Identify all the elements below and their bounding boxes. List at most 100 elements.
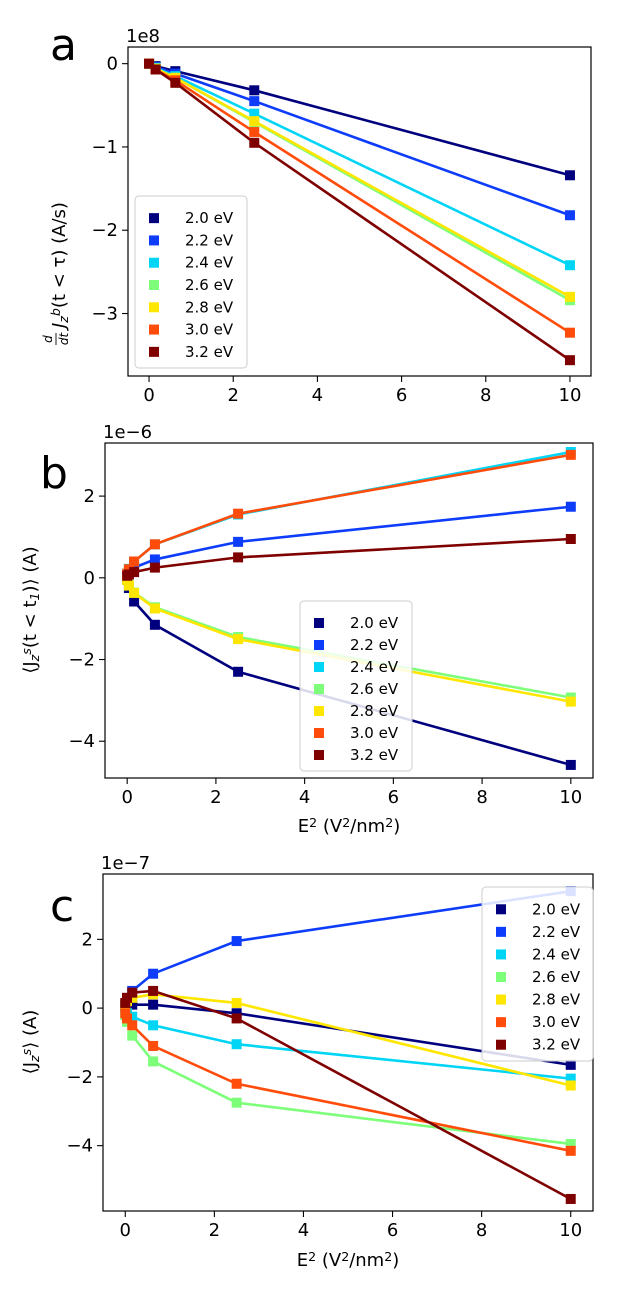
data-point (231, 1097, 242, 1108)
legend-marker (149, 257, 159, 268)
data-point (564, 170, 575, 181)
legend-marker (496, 994, 506, 1005)
data-point (148, 985, 159, 996)
data-point (565, 696, 576, 707)
series-3-0-eV (120, 1008, 576, 1156)
data-point (123, 580, 134, 591)
series-3-2-eV (144, 58, 575, 366)
data-point (233, 634, 244, 645)
y-tick-label: 0 (82, 998, 93, 1019)
data-point (170, 77, 181, 88)
legend-label: 3.2 eV (185, 343, 234, 361)
data-point (149, 562, 160, 573)
svg-text:d: d (41, 335, 55, 343)
x-tick-label: 6 (396, 385, 407, 406)
legend-marker (314, 640, 324, 650)
data-point (231, 1078, 242, 1089)
x-tick-label: 4 (298, 1220, 309, 1241)
data-point (127, 987, 138, 998)
panel-letter: a (50, 20, 77, 71)
exponent-label: 1e−7 (101, 853, 150, 874)
x-tick-label: 8 (476, 1220, 487, 1241)
svg-text:⟨Jzs⟩ (A): ⟨Jzs⟩ (A) (19, 1010, 42, 1075)
data-point (149, 539, 160, 550)
data-point (122, 1013, 133, 1024)
data-point (249, 96, 260, 107)
data-point (231, 997, 242, 1008)
x-tick-label: 6 (388, 787, 399, 808)
legend-marker (149, 280, 159, 290)
legend-label: 3.0 eV (185, 321, 234, 339)
series-3-2-eV (120, 985, 576, 1204)
data-point (233, 508, 244, 519)
legend-label: 3.2 eV (532, 1036, 581, 1054)
data-point (127, 1030, 138, 1041)
data-point (564, 260, 575, 271)
data-point (565, 1059, 576, 1070)
data-point (565, 1080, 576, 1091)
data-point (148, 968, 159, 979)
data-point (129, 567, 140, 578)
data-point (150, 64, 161, 75)
legend-label: 2.0 eV (350, 614, 399, 632)
legend-marker (496, 972, 506, 982)
legend-marker (149, 213, 159, 224)
legend-marker (496, 1017, 506, 1028)
svg-text:Jzb(t < τ) (A/s): Jzb(t < τ) (A/s) (48, 202, 71, 331)
y-axis-label: ⟨Jzs(t < t1)⟩ (A) (19, 546, 42, 673)
legend-label: 2.8 eV (532, 991, 581, 1009)
y-tick-label: −3 (91, 304, 118, 325)
x-axis-label: E2 (V2/nm2) (297, 1249, 400, 1271)
data-point (565, 759, 576, 770)
legend-label: 2.6 eV (532, 968, 581, 986)
y-tick-label: −2 (91, 220, 118, 241)
y-tick-label: −4 (66, 1136, 93, 1157)
legend-label: 2.4 eV (532, 945, 581, 963)
legend-marker (314, 618, 324, 628)
legend-label: 2.6 eV (350, 680, 399, 698)
x-tick-label: 4 (299, 787, 310, 808)
x-tick-label: 10 (559, 1220, 582, 1241)
series-line (126, 505, 571, 577)
x-tick-label: 8 (480, 385, 491, 406)
panel-letter: b (40, 448, 68, 499)
data-point (249, 116, 260, 127)
legend-label: 3.0 eV (532, 1013, 581, 1031)
legend-label: 3.2 eV (350, 746, 399, 764)
x-tick-label: 0 (120, 1220, 131, 1241)
data-point (233, 536, 244, 547)
legend-marker (149, 302, 159, 313)
x-tick-label: 0 (121, 787, 132, 808)
x-tick-label: 2 (210, 787, 221, 808)
data-point (149, 619, 160, 630)
data-point (127, 1020, 138, 1031)
panel-letter: c (50, 881, 74, 932)
data-point (144, 58, 155, 69)
data-point (231, 936, 242, 947)
data-point (149, 554, 160, 565)
y-tick-label: −1 (91, 137, 118, 158)
legend-box (134, 195, 248, 369)
data-point (564, 210, 575, 221)
legend-marker (496, 926, 506, 937)
data-point (249, 85, 260, 96)
data-point (148, 999, 159, 1010)
plot-frame (127, 46, 592, 377)
legend-marker (149, 346, 159, 357)
data-point (127, 999, 138, 1010)
legend-marker (314, 750, 324, 760)
y-axis-label: ⟨Jzs⟩ (A) (19, 1010, 42, 1075)
x-tick-label: 0 (143, 385, 154, 406)
legend-marker (496, 1039, 506, 1050)
data-point (148, 1040, 159, 1051)
data-point (149, 603, 160, 614)
y-tick-label: −4 (68, 731, 95, 752)
legend-label: 2.4 eV (350, 658, 399, 676)
data-point (231, 1008, 242, 1019)
x-tick-label: 10 (559, 385, 582, 406)
data-point (564, 327, 575, 338)
data-point (249, 137, 260, 148)
